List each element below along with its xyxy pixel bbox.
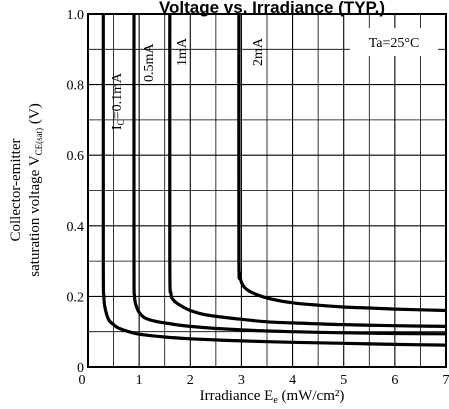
x-tick-label: 6	[391, 373, 398, 388]
series-label-ic-sub: C	[116, 119, 126, 125]
x-tick-label: 7	[443, 373, 449, 388]
y-tick-label: 1.0	[67, 8, 85, 23]
series-line-ic-0-1ma	[101, 14, 447, 347]
x-tick-label: 1	[136, 373, 143, 388]
y-axis-label-line1: Collector-emitter	[8, 139, 24, 242]
annotation-ta: Ta=25°C	[369, 36, 420, 51]
series-label-2ma: 2mA	[251, 37, 266, 66]
x-axis-label: Irradiance Ee (mW/cm²)	[200, 388, 345, 406]
x-tick-label: 0	[79, 373, 86, 388]
y-tick-label: 0	[77, 361, 84, 376]
x-tick-labels: 0 1 2 3 4 5 6 7	[79, 373, 449, 388]
x-tick-label: 4	[289, 373, 296, 388]
y-axis-label-line2: saturation voltage VCE(sat) (V)	[27, 103, 44, 276]
y-tick-label: 0.4	[67, 220, 85, 235]
x-tick-label: 2	[187, 373, 194, 388]
series-group	[101, 13, 447, 347]
y-tick-label: 0.8	[67, 79, 85, 94]
x-axis-label-sub: e	[273, 395, 278, 406]
y-tick-label: 0.2	[67, 290, 85, 305]
y-axis-label-sub: CE(sat)	[34, 128, 44, 156]
x-axis-label-main: Irradiance E	[200, 388, 274, 404]
y-tick-labels: 0 0.2 0.4 0.6 0.8 1.0	[67, 8, 85, 376]
chart-title: Voltage vs. Irradiance (TYP.)	[159, 0, 385, 17]
x-tick-label: 3	[238, 373, 245, 388]
x-axis-label-unit: (mW/cm²)	[278, 388, 345, 404]
y-axis-label-main: saturation voltage V	[27, 155, 43, 277]
series-label-1ma: 1mA	[175, 37, 190, 66]
plot-frame	[87, 13, 447, 368]
series-line-1ma	[168, 13, 447, 328]
series-label-ic-main: I	[110, 125, 125, 130]
annotation-box	[350, 28, 438, 56]
series-label-0-5ma: 0.5mA	[142, 43, 157, 82]
series-label-ic-rest: =0.1mA	[110, 72, 125, 119]
y-tick-label: 0.6	[67, 149, 85, 164]
series-line-0-5ma	[132, 13, 447, 336]
series-line-2ma	[237, 13, 447, 313]
series-label-ic-0-1ma: IC=0.1mA	[110, 72, 126, 130]
x-tick-label: 5	[340, 373, 347, 388]
y-axis-label-unit: (V)	[27, 103, 43, 128]
